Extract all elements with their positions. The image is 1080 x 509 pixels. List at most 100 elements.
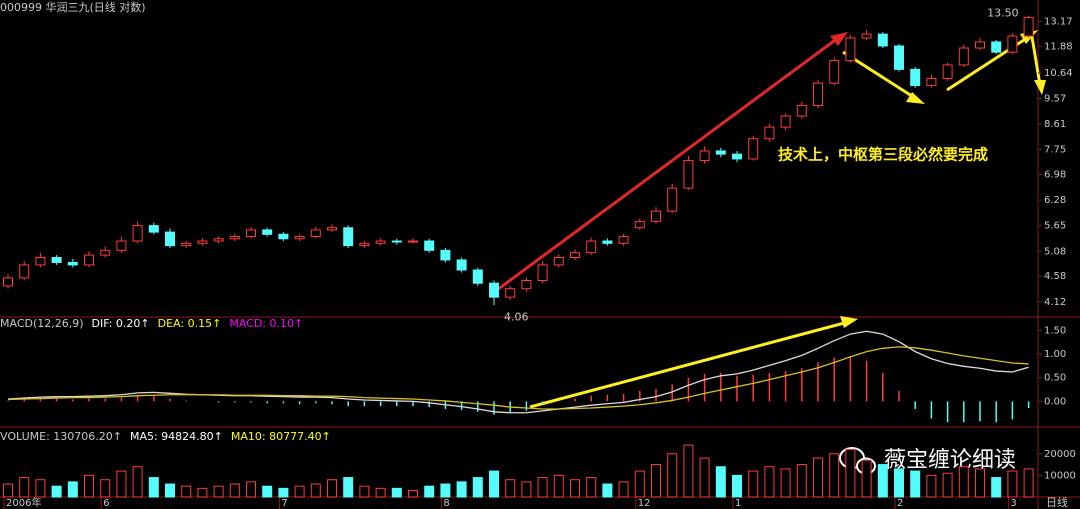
volume-bar — [1023, 468, 1034, 498]
x-tick-label: 1 — [735, 498, 741, 509]
candle-body — [505, 288, 516, 298]
volume-bar — [991, 477, 1002, 498]
volume-bar — [310, 483, 321, 498]
candle-body — [618, 236, 629, 244]
volume-bar — [910, 470, 921, 498]
volume-bar — [278, 487, 289, 498]
volume-bar — [602, 483, 613, 498]
candle-body — [958, 47, 969, 66]
volume-bar — [715, 466, 726, 498]
candle-body — [132, 225, 143, 242]
volume-bar — [116, 470, 127, 498]
candle-body — [213, 238, 224, 242]
volume-bar — [570, 479, 580, 498]
x-tick-label: 2 — [897, 498, 903, 509]
volume-bar — [181, 485, 192, 498]
candle-body — [181, 242, 192, 247]
candle-body — [424, 240, 435, 251]
candle-body — [715, 150, 726, 155]
candle-body — [327, 227, 337, 231]
volume-bar — [1007, 470, 1018, 498]
volume-bar — [634, 470, 645, 498]
candle-body — [116, 240, 127, 251]
volume-bar — [975, 468, 985, 498]
volume-bar — [764, 466, 775, 498]
volume-bar — [667, 453, 678, 498]
candle-body — [910, 68, 921, 87]
volume-bar — [796, 464, 807, 498]
candle-body — [586, 240, 597, 254]
arrow — [529, 320, 849, 409]
y-tick-label: 1.50 — [1044, 325, 1066, 336]
volume-bar — [894, 468, 904, 498]
arrowhead — [1034, 80, 1046, 95]
candle-body — [634, 220, 645, 229]
volume-bar — [19, 477, 30, 498]
candle-body — [278, 233, 289, 240]
y-tick-label: 4.58 — [1044, 271, 1066, 282]
candle-body — [391, 240, 402, 243]
candle-body — [229, 236, 240, 240]
candle-body — [796, 104, 807, 117]
y-tick-label: 5.65 — [1044, 221, 1066, 232]
y-tick-label: 6.98 — [1044, 170, 1066, 181]
max-label: 13.50 — [987, 7, 1019, 20]
x-tick-label: 7 — [281, 498, 287, 509]
annotation-arrows — [496, 24, 1046, 409]
volume-bar — [489, 470, 499, 498]
y-tick-label: 11.88 — [1044, 41, 1073, 52]
candle-body — [570, 252, 580, 259]
candle-body — [375, 240, 386, 244]
candle-body — [699, 150, 710, 162]
volume-bar — [813, 457, 823, 498]
arrow — [496, 36, 839, 292]
candle-body — [877, 33, 888, 47]
candle-body — [148, 225, 159, 233]
annotation: 技术上，中枢第三段必然要完成 — [778, 146, 988, 164]
period-label: 日线 — [1046, 495, 1068, 509]
volume-bar — [100, 479, 111, 498]
candle-body — [1007, 35, 1018, 53]
volume-bar — [132, 466, 143, 498]
volume-bar — [618, 481, 629, 498]
candle-body — [165, 231, 175, 247]
candle-body — [472, 269, 483, 284]
candle-body — [683, 160, 694, 189]
volume-header: MA10: 80777.40↑ — [231, 430, 331, 443]
candle-body — [602, 240, 613, 244]
volume-bar — [213, 485, 224, 498]
volume-bar — [51, 485, 62, 498]
x-tick-label: 3 — [1010, 498, 1016, 509]
dif-line — [7, 330, 1029, 414]
candle-body — [942, 64, 953, 79]
y-tick-label: 0.50 — [1044, 373, 1066, 384]
x-tick-label: 12 — [638, 498, 651, 509]
candle-body — [845, 37, 856, 62]
y-tick-label: 13.17 — [1044, 17, 1073, 28]
candle-body — [991, 41, 1002, 53]
volume-bar — [651, 464, 661, 498]
macd-header: MACD: 0.10↑ — [229, 317, 303, 330]
candle-body — [780, 115, 791, 128]
volume-bar — [586, 477, 597, 498]
volume-bar — [246, 481, 256, 498]
candle-body — [521, 279, 532, 290]
candle-body — [246, 229, 256, 238]
candle-body — [67, 261, 78, 266]
volume-bar — [537, 477, 548, 498]
volume-bar — [553, 474, 564, 498]
volume-bar — [165, 483, 175, 498]
candle-body — [764, 126, 775, 140]
candle-body — [456, 259, 467, 271]
volume-bar — [262, 485, 273, 498]
candle-body — [310, 229, 321, 238]
volume-bar — [780, 468, 791, 498]
candle-body — [408, 240, 418, 243]
volume-bar — [375, 487, 386, 498]
volume-bar — [505, 479, 516, 498]
candle-body — [359, 242, 370, 247]
volume-bar — [748, 470, 759, 498]
candle-body — [35, 257, 46, 266]
